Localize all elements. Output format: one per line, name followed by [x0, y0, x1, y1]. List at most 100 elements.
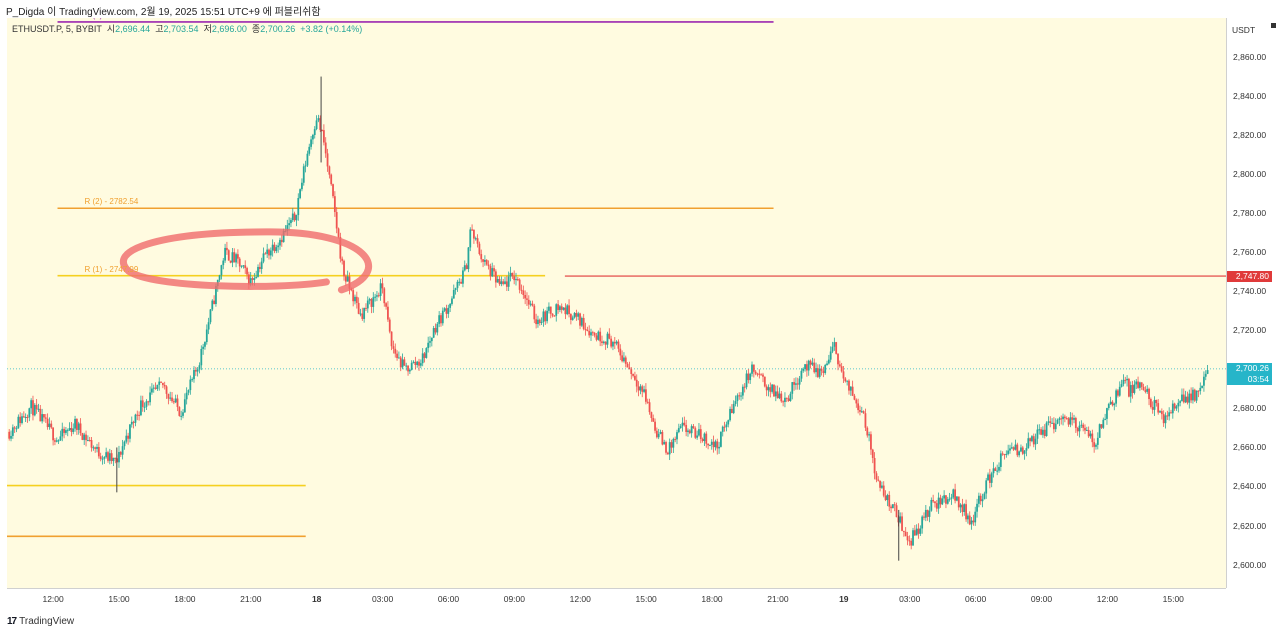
candle-up: [590, 332, 592, 336]
candle-down: [1084, 427, 1086, 431]
candle-down: [544, 311, 547, 322]
candle-up: [315, 120, 318, 130]
candle-up: [1042, 429, 1044, 435]
candle-down: [904, 531, 907, 537]
candle-up: [125, 435, 128, 442]
brand-name: TradingView: [19, 616, 75, 627]
candle-up: [57, 440, 60, 442]
candlestick-chart[interactable]: [7, 18, 1226, 588]
candle-down: [107, 452, 109, 461]
price-axis[interactable]: USDT 2,600.00 2,620.00 2,640.00 2,660.00 2,6…: [1226, 18, 1280, 588]
candle-up: [1023, 450, 1026, 454]
candle-down: [699, 429, 702, 439]
candle-up: [427, 342, 430, 349]
candle-down: [1100, 424, 1103, 428]
candle-up: [727, 420, 730, 425]
candle-down: [1197, 390, 1200, 392]
candle-down: [893, 504, 896, 506]
candle-down: [1111, 401, 1114, 406]
candle-down: [511, 272, 514, 277]
candle-down: [813, 362, 816, 373]
candle-up: [974, 511, 977, 523]
candle-up: [483, 259, 486, 262]
candle-up: [804, 364, 806, 369]
chart-plot-area[interactable]: ETHUSDT.P, 5, BYBIT 시2,696.44 고2,703.54 …: [7, 18, 1226, 588]
candle-down: [39, 408, 42, 422]
candle-up: [209, 309, 212, 323]
candle-up: [262, 253, 265, 262]
candle-up: [1096, 437, 1099, 445]
candle-down: [613, 341, 616, 344]
candle-down: [932, 499, 935, 502]
candle-up: [709, 444, 711, 446]
candle-up: [886, 494, 889, 501]
candle-up: [930, 499, 933, 511]
legend-symbol: ETHUSDT.P, 5, BYBIT: [12, 24, 102, 34]
candle-up: [130, 421, 133, 425]
candle-up: [359, 313, 362, 315]
candle-down: [756, 373, 759, 375]
candle-down: [328, 166, 331, 175]
candle-up: [1085, 429, 1088, 431]
candle-down: [476, 238, 479, 244]
candle-up: [1206, 370, 1209, 374]
candle-up: [580, 317, 583, 326]
candle-up: [1036, 429, 1039, 439]
candle-down: [835, 342, 838, 354]
time-axis[interactable]: 12:00 15:00 18:00 21:00 18 03:00 06:00 09:00 12:…: [7, 588, 1226, 611]
candle-up: [507, 276, 510, 287]
candle-up: [815, 368, 817, 373]
candle-down: [1067, 418, 1070, 425]
candle-up: [1109, 401, 1112, 405]
candle-down: [765, 386, 768, 391]
candle-down: [743, 386, 746, 388]
candle-down: [387, 306, 389, 320]
candle-down: [538, 319, 541, 323]
candle-down: [423, 353, 426, 358]
candle-up: [992, 468, 995, 474]
candle-up: [1164, 415, 1167, 424]
candle-up: [736, 395, 739, 402]
candle-down: [926, 509, 929, 517]
candle-down: [88, 440, 91, 442]
candle-down: [599, 331, 602, 342]
candle-up: [77, 423, 80, 430]
time-tick-label: 18: [311, 594, 322, 604]
candle-up: [751, 364, 753, 374]
candle-down: [785, 397, 788, 399]
candle-up: [721, 426, 724, 432]
candle-down: [414, 361, 417, 365]
time-tick-label: 06:00: [437, 594, 460, 604]
candle-up: [639, 386, 642, 391]
tradingview-logo-icon: 17: [7, 616, 17, 627]
candle-down: [624, 357, 627, 364]
candle-up: [240, 265, 243, 267]
candle-down: [549, 306, 552, 314]
candle-up: [430, 337, 433, 342]
candle-down: [26, 417, 29, 419]
candle-up: [1054, 423, 1057, 430]
candle-up: [425, 348, 428, 358]
candle-up: [59, 436, 62, 441]
candle-down: [752, 364, 755, 372]
candle-up: [1051, 422, 1053, 424]
candle-up: [791, 382, 794, 394]
candle-down: [213, 300, 216, 305]
candle-up: [271, 244, 274, 251]
candle-up: [231, 252, 234, 263]
candle-up: [659, 431, 662, 434]
candle-up: [720, 431, 722, 447]
candle-down: [575, 313, 578, 317]
candle-up: [509, 272, 512, 277]
candle-up: [789, 393, 792, 401]
candle-down: [776, 391, 779, 399]
candle-down: [138, 414, 140, 416]
candle-up: [28, 408, 31, 418]
legend-close: 2,700.26: [260, 24, 296, 34]
candle-down: [110, 453, 113, 462]
candle-down: [407, 365, 409, 372]
hand-drawn-annotation: [119, 228, 373, 294]
candle-up: [169, 397, 172, 399]
candle-up: [260, 261, 263, 269]
candle-up: [749, 373, 752, 381]
